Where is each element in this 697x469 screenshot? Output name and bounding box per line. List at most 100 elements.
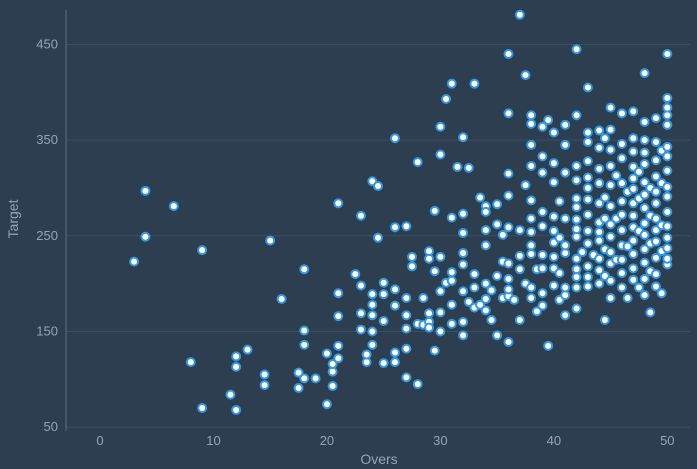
data-point: [628, 235, 639, 246]
data-point: [401, 372, 412, 383]
data-point: [390, 284, 401, 295]
data-point: [333, 311, 344, 322]
data-point: [458, 316, 469, 327]
data-point: [475, 192, 486, 203]
data-point: [526, 226, 537, 237]
data-point: [520, 70, 531, 81]
data-point: [378, 277, 389, 288]
tick-labels: 50 150 250 350 450 0 10 20 30 40 50: [36, 36, 674, 448]
data-point: [605, 144, 616, 155]
data-point: [401, 323, 412, 334]
data-point: [594, 265, 605, 276]
data-point: [605, 102, 616, 113]
x-tick-label: 10: [206, 433, 220, 448]
data-point: [616, 282, 627, 293]
data-point: [458, 227, 469, 238]
data-point: [503, 337, 514, 348]
data-point: [458, 286, 469, 297]
x-tick-label: 40: [547, 433, 561, 448]
data-point: [628, 106, 639, 117]
data-point: [469, 282, 480, 293]
data-point: [446, 212, 457, 223]
data-point: [650, 269, 661, 280]
data-point: [537, 151, 548, 162]
data-point: [390, 357, 401, 368]
data-point: [492, 219, 503, 230]
data-point: [582, 82, 593, 93]
data-point: [605, 275, 616, 286]
data-point: [605, 180, 616, 191]
data-point: [373, 232, 383, 243]
data-point: [401, 293, 412, 304]
data-point: [480, 278, 491, 289]
data-point: [594, 178, 605, 189]
data-point: [458, 208, 469, 219]
data-point: [639, 68, 650, 79]
data-point: [628, 133, 639, 144]
data-point: [548, 280, 559, 291]
data-point: [458, 248, 469, 259]
data-point: [616, 254, 627, 265]
data-point: [469, 269, 480, 280]
data-point: [446, 318, 457, 329]
data-point: [526, 293, 537, 304]
data-point: [293, 382, 304, 393]
data-point: [503, 49, 514, 60]
data-point: [650, 281, 661, 292]
data-point: [367, 326, 378, 337]
data-point: [662, 232, 673, 243]
data-point: [599, 213, 610, 224]
data-point: [639, 159, 650, 170]
data-point: [531, 306, 542, 317]
data-point: [582, 261, 593, 272]
data-point: [446, 267, 457, 278]
data-point: [662, 182, 673, 193]
data-point: [299, 339, 310, 350]
data-point: [605, 124, 616, 135]
data-point: [662, 151, 673, 162]
data-point: [355, 308, 366, 319]
data-point: [639, 189, 650, 200]
data-point: [594, 226, 605, 237]
data-point: [435, 307, 446, 318]
data-point: [446, 299, 457, 310]
data-point: [548, 127, 559, 138]
data-point: [509, 294, 520, 305]
data-point: [571, 202, 582, 213]
data-point: [424, 246, 435, 257]
data-point: [594, 142, 605, 153]
data-point: [633, 166, 644, 177]
x-tick-label: 20: [320, 433, 334, 448]
data-point: [327, 381, 338, 392]
data-point: [582, 137, 593, 148]
data-point: [231, 351, 242, 362]
data-point: [526, 195, 537, 206]
data-point: [526, 118, 537, 129]
data-point: [503, 168, 514, 179]
data-point: [554, 196, 565, 207]
data-point: [622, 293, 633, 304]
data-point: [639, 218, 650, 229]
data-point: [639, 257, 650, 268]
data-point: [639, 177, 650, 188]
data-point: [458, 330, 469, 341]
data-point: [197, 245, 208, 256]
data-point: [407, 251, 418, 262]
data-point: [582, 182, 593, 193]
data-point: [492, 330, 503, 341]
data-point: [401, 221, 412, 232]
data-point: [401, 310, 412, 321]
data-point: [486, 315, 497, 326]
data-point: [514, 250, 525, 261]
data-point: [560, 167, 571, 178]
data-point: [378, 358, 389, 369]
data-point: [650, 186, 661, 197]
data-point: [475, 299, 486, 310]
data-point: [378, 289, 389, 300]
data-point: [605, 160, 616, 171]
data-point: [514, 264, 525, 275]
data-point: [622, 241, 633, 252]
data-point: [231, 404, 242, 415]
data-point: [129, 256, 140, 267]
data-point: [412, 379, 423, 390]
